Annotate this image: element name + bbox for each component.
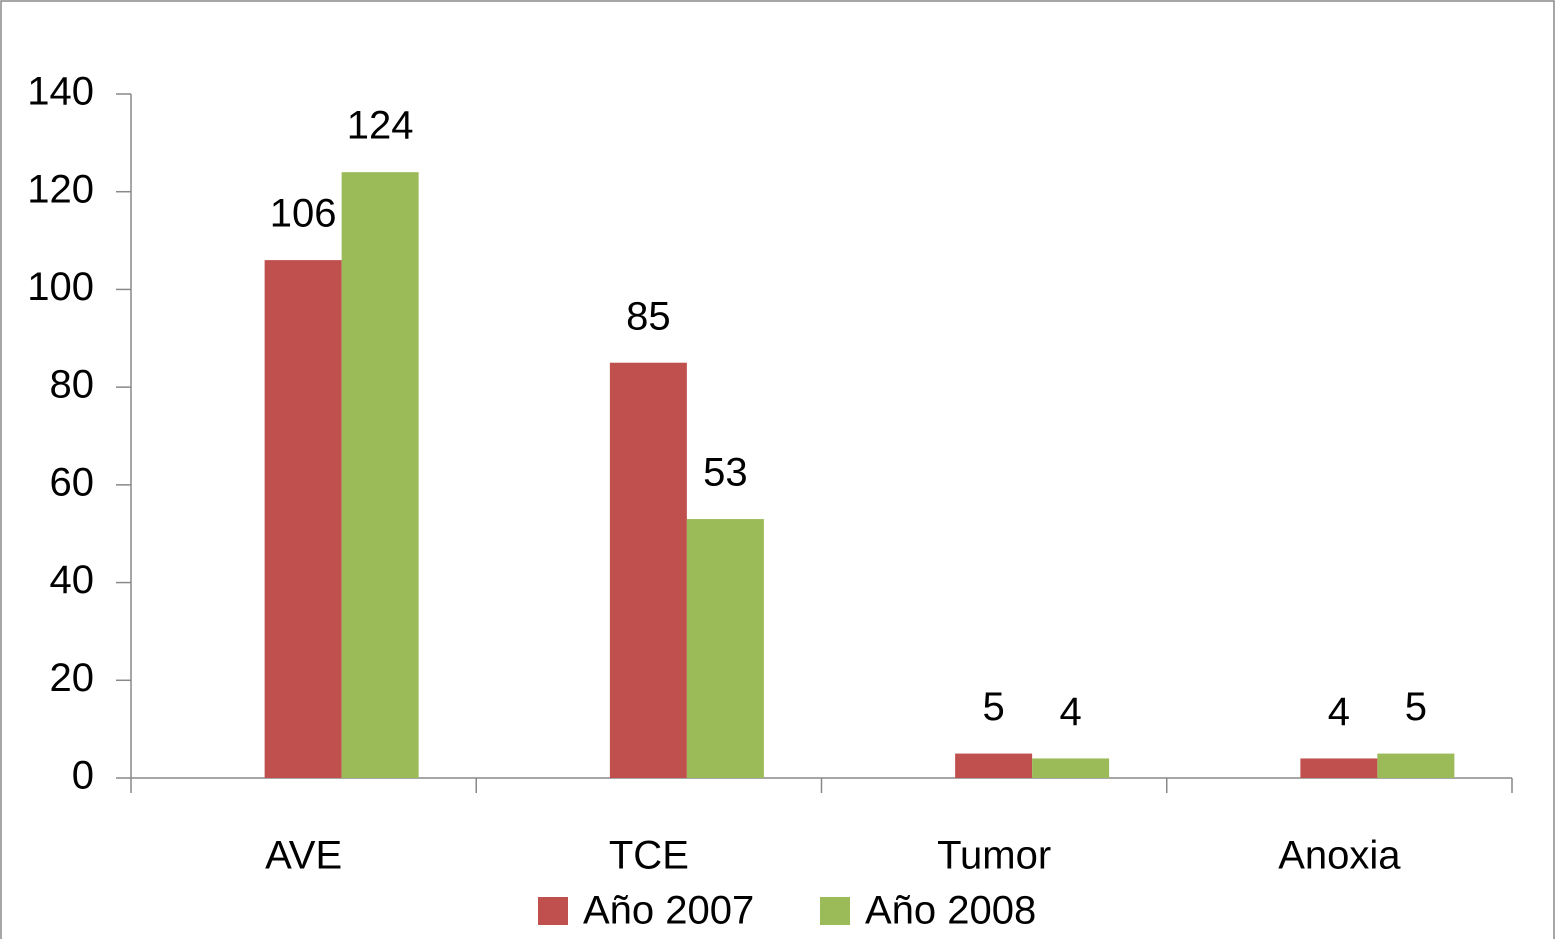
y-tick-label: 120 (27, 167, 94, 211)
legend-label: Año 2008 (865, 889, 1036, 933)
y-tick-label: 140 (27, 70, 94, 114)
legend-swatch (820, 897, 850, 925)
y-tick-label: 20 (50, 656, 95, 700)
bar (686, 519, 764, 778)
x-tick-label: Tumor (937, 834, 1051, 878)
x-tick-label: Anoxia (1278, 834, 1401, 878)
data-label: 124 (347, 104, 414, 148)
bar (264, 260, 342, 779)
bar (1032, 758, 1110, 778)
legend-swatch (538, 897, 568, 925)
data-label: 53 (703, 451, 748, 495)
data-label: 5 (983, 685, 1005, 729)
data-label: 85 (626, 294, 671, 338)
x-tick-label: AVE (265, 834, 342, 878)
y-tick-label: 60 (50, 460, 95, 504)
data-label: 5 (1405, 685, 1427, 729)
y-tick-label: 100 (27, 265, 94, 309)
bar (341, 172, 419, 778)
bar (1300, 758, 1378, 778)
data-label: 106 (270, 192, 337, 236)
data-label: 4 (1060, 690, 1082, 734)
legend-label: Año 2007 (583, 889, 754, 933)
x-tick-label: TCE (609, 834, 689, 878)
bar (1377, 753, 1455, 778)
y-tick-label: 80 (50, 363, 95, 407)
data-label: 4 (1328, 690, 1350, 734)
y-tick-label: 40 (50, 558, 95, 602)
bar (955, 753, 1033, 778)
bar (609, 362, 687, 778)
y-tick-label: 0 (72, 754, 94, 798)
